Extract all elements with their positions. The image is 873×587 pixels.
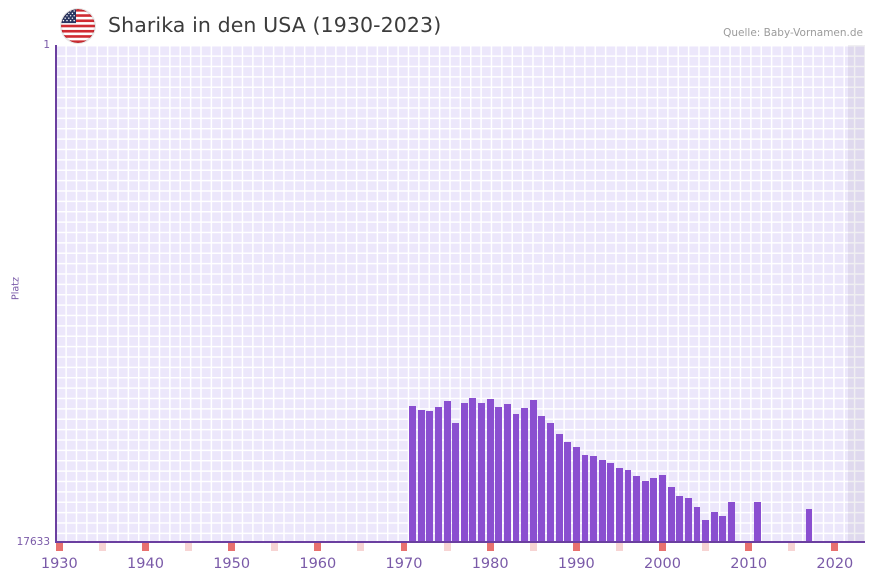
- x-tick-1985: [529, 543, 537, 551]
- plot-area: [55, 45, 865, 542]
- bar-2008[interactable]: [727, 502, 735, 542]
- bar-1975[interactable]: [443, 401, 451, 542]
- x-axis-tick-strip: [55, 543, 865, 551]
- x-tick-1945: [185, 543, 192, 551]
- x-axis-label-1930: 1930: [40, 556, 78, 572]
- x-axis-label-2020: 2020: [816, 556, 854, 572]
- x-tick-1955: [271, 543, 279, 551]
- bar-1984[interactable]: [521, 408, 529, 542]
- us-flag-icon: [61, 9, 95, 43]
- bar-1989[interactable]: [564, 442, 572, 542]
- bar-1982[interactable]: [503, 404, 511, 542]
- x-axis-label-1940: 1940: [127, 556, 164, 572]
- x-tick-1995: [615, 543, 623, 551]
- y-axis-line: [55, 45, 57, 543]
- bar-1974[interactable]: [435, 407, 442, 542]
- bar-1972[interactable]: [417, 410, 425, 542]
- x-tick-2000: [659, 543, 666, 551]
- bar-2017[interactable]: [805, 509, 813, 542]
- x-tick-1980: [486, 543, 494, 551]
- bar-2005[interactable]: [702, 520, 709, 542]
- x-axis-line: [55, 541, 865, 543]
- chart-header: Sharika in den USA (1930-2023) Quelle: B…: [0, 0, 873, 45]
- bar-1987[interactable]: [547, 423, 554, 542]
- x-tick-2010: [745, 543, 753, 551]
- bar-1991[interactable]: [581, 455, 589, 542]
- x-tick-1930: [55, 543, 63, 551]
- bar-1981[interactable]: [495, 407, 503, 542]
- future-projection-band: [847, 45, 865, 542]
- x-tick-2020: [831, 543, 839, 551]
- bar-2006[interactable]: [710, 512, 718, 542]
- x-axis-label-2000: 2000: [644, 556, 681, 572]
- bar-1996[interactable]: [624, 470, 632, 542]
- y-axis-label-bottom: 17633: [16, 536, 50, 548]
- x-tick-1990: [572, 543, 580, 551]
- x-axis-label-1990: 1990: [557, 556, 595, 572]
- x-tick-1975: [443, 543, 451, 551]
- x-tick-1965: [357, 543, 365, 551]
- bar-2004[interactable]: [693, 507, 701, 542]
- x-tick-2005: [702, 543, 709, 551]
- x-tick-1960: [314, 543, 322, 551]
- bar-2007[interactable]: [719, 516, 727, 542]
- chart-title: Sharika in den USA (1930-2023): [108, 13, 442, 37]
- bar-2002[interactable]: [676, 496, 684, 542]
- y-axis-title: Platz: [10, 277, 22, 300]
- x-axis-label-1970: 1970: [385, 556, 423, 572]
- x-tick-1940: [142, 543, 149, 551]
- x-axis-label-2010: 2010: [730, 556, 768, 572]
- bar-1999[interactable]: [650, 478, 658, 542]
- bar-1997[interactable]: [633, 476, 641, 542]
- bar-2001[interactable]: [667, 487, 675, 542]
- bar-1978[interactable]: [469, 398, 477, 542]
- bar-1992[interactable]: [590, 456, 597, 542]
- bar-1998[interactable]: [641, 481, 649, 542]
- y-axis-label-top: 1: [43, 39, 50, 51]
- bar-1993[interactable]: [598, 460, 606, 542]
- x-tick-1970: [400, 543, 408, 551]
- bar-1973[interactable]: [426, 411, 434, 542]
- x-axis-label-1960: 1960: [299, 556, 337, 572]
- bar-2011[interactable]: [753, 502, 761, 542]
- bar-2000[interactable]: [659, 475, 666, 542]
- bar-1995[interactable]: [615, 468, 623, 542]
- x-axis-label-1980: 1980: [471, 556, 509, 572]
- bar-1985[interactable]: [529, 400, 537, 542]
- x-axis-label-1950: 1950: [213, 556, 251, 572]
- bar-1990[interactable]: [572, 447, 580, 542]
- x-tick-1935: [98, 543, 106, 551]
- bar-1980[interactable]: [486, 399, 494, 542]
- bar-1994[interactable]: [607, 463, 615, 542]
- bar-1977[interactable]: [460, 403, 468, 542]
- bar-1971[interactable]: [409, 406, 417, 542]
- bar-1986[interactable]: [538, 416, 546, 542]
- bar-1983[interactable]: [512, 414, 520, 542]
- bar-1976[interactable]: [452, 423, 460, 542]
- bar-1979[interactable]: [478, 403, 485, 542]
- bar-1988[interactable]: [555, 434, 563, 542]
- chart-source-attribution: Quelle: Baby-Vornamen.de: [723, 27, 863, 39]
- x-tick-1950: [228, 543, 236, 551]
- bar-2003[interactable]: [684, 498, 692, 542]
- x-tick-2015: [788, 543, 796, 551]
